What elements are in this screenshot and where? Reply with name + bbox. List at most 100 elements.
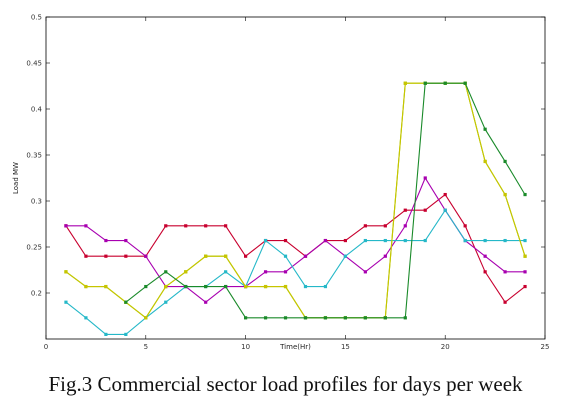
data-point (363, 224, 367, 228)
data-point (483, 254, 487, 258)
data-point (204, 254, 208, 258)
x-tick-label: 20 (441, 343, 450, 351)
data-point (323, 238, 328, 243)
data-point (383, 238, 387, 243)
data-point (383, 254, 387, 258)
y-tick-label: 0.2 (31, 290, 42, 298)
data-point (483, 159, 487, 164)
data-point (84, 316, 88, 320)
y-tick-label: 0.25 (26, 244, 42, 252)
data-point (283, 270, 288, 274)
data-point (104, 332, 108, 336)
x-axis-ticks: 0 5 10 15 20 25 (44, 17, 550, 351)
data-point (523, 254, 527, 258)
data-point (423, 81, 427, 85)
data-point (224, 284, 228, 289)
data-point (483, 270, 487, 274)
data-point (224, 254, 228, 258)
data-point (503, 159, 507, 164)
data-point (263, 316, 268, 320)
series-group (64, 81, 527, 336)
data-point (383, 316, 387, 320)
data-point (204, 284, 208, 289)
data-point (164, 224, 168, 228)
y-tick-label: 0.4 (31, 106, 43, 114)
series-line (65, 193, 526, 304)
data-point (503, 270, 507, 274)
data-point (104, 254, 108, 258)
data-point (184, 284, 188, 289)
data-point (244, 316, 248, 320)
data-point (84, 224, 88, 228)
data-point (403, 316, 407, 320)
data-point (64, 224, 68, 228)
data-point (224, 270, 228, 274)
series-3 (64, 208, 527, 336)
data-point (104, 284, 108, 289)
figure-caption: Fig.3 Commercial sector load profiles fo… (48, 372, 523, 396)
data-point (343, 238, 347, 243)
data-point (443, 81, 447, 85)
data-point (303, 254, 308, 258)
data-point (483, 127, 487, 131)
data-point (403, 81, 407, 85)
data-point (104, 238, 108, 243)
x-axis-label: Time(Hr) (279, 343, 311, 351)
data-point (403, 208, 407, 212)
data-point (463, 81, 467, 85)
data-point (224, 224, 228, 228)
data-point (343, 316, 347, 320)
y-tick-label: 0.45 (26, 60, 42, 68)
series-1 (64, 192, 527, 304)
x-tick-label: 10 (241, 343, 250, 351)
y-tick-label: 0.35 (26, 152, 42, 160)
y-axis-ticks: 0.2 0.25 0.3 0.35 0.4 0.45 0.5 (26, 14, 545, 298)
data-point (184, 224, 188, 228)
plot-area (45, 16, 546, 340)
y-tick-label: 0.5 (31, 14, 42, 22)
x-tick-label: 5 (144, 343, 148, 351)
data-point (363, 238, 367, 243)
x-tick-label: 25 (541, 343, 550, 351)
data-point (144, 254, 148, 258)
data-point (283, 238, 288, 243)
data-point (423, 208, 427, 212)
data-point (443, 208, 447, 212)
data-point (323, 284, 328, 289)
data-point (303, 316, 308, 320)
data-point (523, 270, 527, 274)
data-point (263, 270, 268, 274)
data-point (463, 238, 467, 243)
data-point (283, 284, 288, 289)
data-point (283, 254, 288, 258)
data-point (423, 176, 427, 180)
data-point (64, 300, 68, 304)
x-tick-label: 0 (44, 343, 48, 351)
y-axis-label: Load MW (12, 162, 20, 194)
data-point (523, 284, 527, 289)
data-point (363, 270, 367, 274)
data-point (164, 300, 168, 304)
series-6 (124, 81, 527, 320)
data-point (124, 332, 128, 336)
data-point (383, 224, 387, 228)
data-point (244, 284, 248, 289)
series-line (65, 209, 525, 335)
data-point (124, 238, 128, 243)
data-point (523, 192, 527, 197)
data-point (323, 316, 328, 320)
data-point (84, 254, 88, 258)
data-point (84, 284, 88, 289)
data-point (204, 224, 208, 228)
data-point (303, 284, 308, 289)
data-point (503, 238, 507, 243)
y-tick-label: 0.3 (31, 198, 42, 206)
data-point (403, 224, 407, 228)
data-point (164, 284, 168, 289)
data-point (503, 300, 507, 304)
data-point (164, 270, 168, 274)
plot-frame (45, 16, 546, 340)
data-point (483, 238, 487, 243)
data-point (423, 238, 427, 243)
data-point (124, 254, 128, 258)
